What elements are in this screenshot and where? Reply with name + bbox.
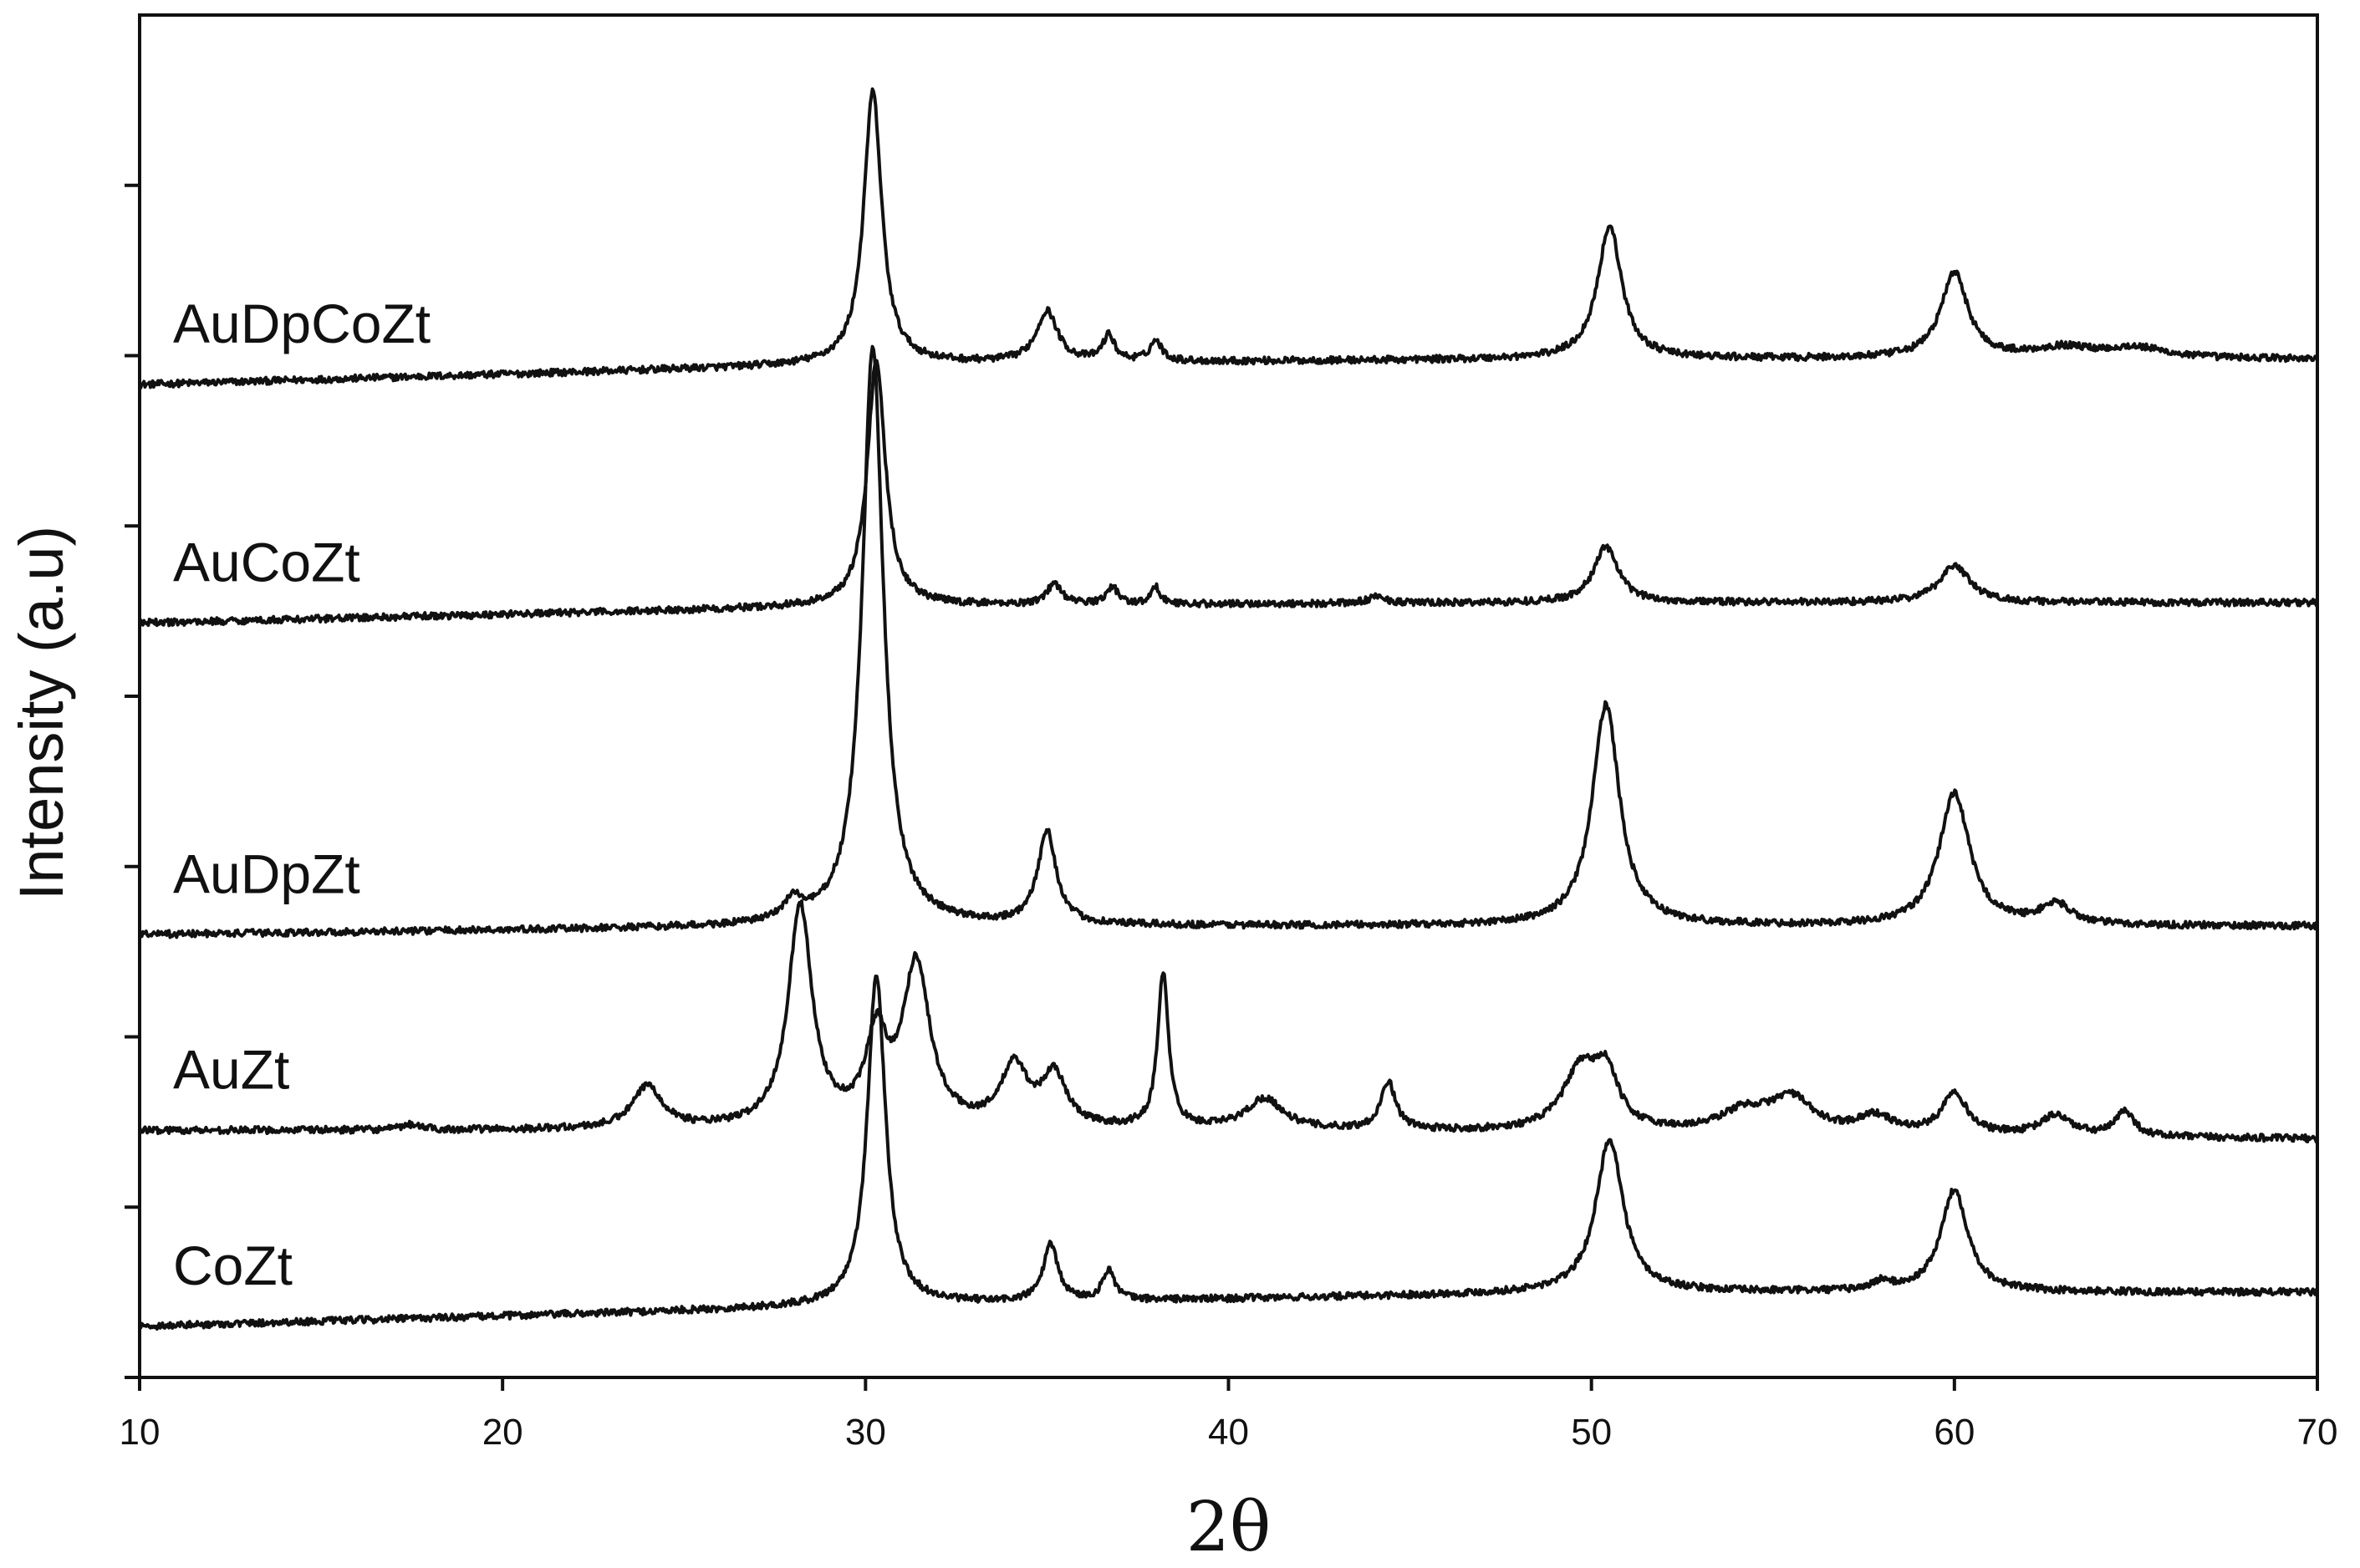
axes xyxy=(138,13,2319,1379)
series-label-audpcozt: AuDpCoZt xyxy=(173,293,431,354)
series-label-audpzt: AuDpZt xyxy=(173,843,360,904)
series-line-cozt xyxy=(138,975,2318,1331)
series-label-cozt: CoZt xyxy=(173,1235,293,1296)
x-tick-label: 50 xyxy=(1571,1412,1612,1453)
series-label-aucozt: AuCoZt xyxy=(173,531,360,593)
x-tick-label: 70 xyxy=(2297,1412,2338,1453)
x-tick-label: 40 xyxy=(1208,1412,1249,1453)
series-line-audpzt xyxy=(138,344,2318,939)
x-ticks: 10 20 30 40 50 60 70 xyxy=(120,1377,2338,1453)
plot-frame xyxy=(138,13,2319,1379)
x-tick-label: 10 xyxy=(120,1412,161,1453)
x-tick-label: 30 xyxy=(845,1412,886,1453)
series-line-audpcozt xyxy=(139,87,2319,389)
series-labels: AuDpCoZt AuCoZt AuDpZt AuZt CoZt xyxy=(173,293,431,1296)
y-axis-label: Intensity (a.u) xyxy=(7,526,76,900)
x-axis-label: 2θ xyxy=(1186,1488,1272,1567)
y-ticks xyxy=(125,183,140,1379)
x-tick-label: 20 xyxy=(482,1412,523,1453)
series-line-auzt xyxy=(138,899,2319,1144)
series-line-aucozt xyxy=(139,359,2319,628)
x-tick-label: 60 xyxy=(1934,1412,1975,1453)
series-lines xyxy=(138,87,2319,1331)
series-label-auzt: AuZt xyxy=(173,1039,289,1101)
